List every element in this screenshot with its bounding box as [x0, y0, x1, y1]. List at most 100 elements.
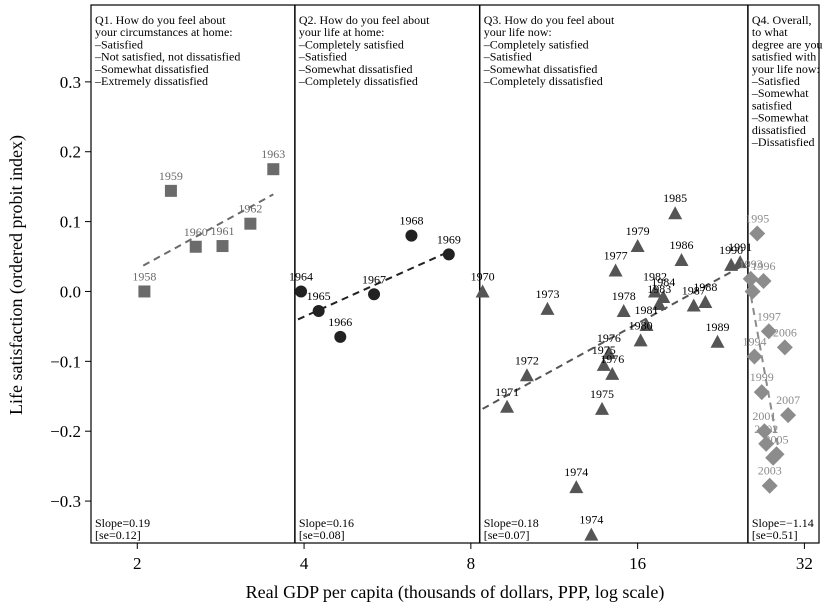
data-point-label: 1997	[757, 309, 781, 323]
data-point-label: 2005	[765, 432, 789, 446]
panel-question-line: Q3. How do you feel about	[484, 13, 615, 27]
data-points	[138, 163, 797, 541]
data-point-circle	[334, 330, 347, 343]
x-axis-ticks: 2 4 8 16 32	[133, 543, 813, 573]
panel-question-line: –Somewhat dissatisfied	[298, 62, 413, 76]
panel-question-line: Q4. Overall,	[752, 13, 812, 27]
panel-question-line: Q2. How do you feel about	[299, 13, 430, 27]
data-point-circle	[405, 229, 418, 242]
panel-question-line: –Completely dissatisfied	[483, 74, 603, 88]
data-point-square	[216, 240, 229, 253]
panel-question-line: –Satisfied	[751, 74, 800, 88]
panel-question-line: –Satisfied	[298, 50, 347, 64]
fit-lines	[142, 193, 781, 453]
y-tick-label: −0.2	[50, 422, 81, 441]
x-tick-label: 32	[796, 554, 813, 573]
data-point-label: 1988	[693, 280, 717, 294]
data-point-label: 1961	[211, 224, 235, 238]
data-point-diamond	[744, 283, 761, 300]
panel-question-line: –Somewhat	[751, 111, 809, 125]
data-point-triangle	[668, 206, 683, 220]
data-point-triangle	[656, 290, 671, 304]
data-point-label: 1976	[600, 352, 624, 366]
data-point-circle	[368, 288, 381, 301]
data-point-label: 1999	[750, 370, 774, 384]
data-point-triangle	[652, 297, 667, 311]
panel-slope: Slope=−1.14	[752, 516, 814, 530]
panel-se: [se=0.08]	[299, 528, 345, 542]
data-point-label: 2001	[752, 409, 776, 423]
data-point-label: 1962	[238, 202, 262, 216]
y-tick-label: −0.1	[50, 352, 81, 371]
data-point-label: 1989	[706, 320, 730, 334]
data-point-label: 1974	[579, 513, 603, 527]
panel-se: [se=0.51]	[752, 528, 798, 542]
fit-line	[482, 266, 741, 410]
panel-question-line: your life at home:	[299, 25, 385, 39]
panel-question-line: –Completely satisfied	[298, 37, 404, 51]
data-point-triangle	[605, 366, 620, 380]
data-point-label: 1986	[670, 238, 694, 252]
data-point-label: 1966	[328, 315, 352, 329]
data-point-label: 1973	[535, 287, 559, 301]
data-point-label: 1963	[261, 147, 285, 161]
data-point-label: 2002	[754, 422, 778, 436]
fit-line	[747, 284, 781, 453]
data-point-square	[244, 217, 257, 230]
data-point-triangle	[540, 301, 555, 315]
data-point-label: 2006	[773, 325, 797, 339]
data-point-label: 1965	[307, 289, 331, 303]
data-point-label: 1990	[719, 243, 743, 257]
panel-question-line: degree are you	[752, 37, 823, 51]
panel-question-line: –Dissatisfied	[751, 135, 815, 149]
y-axis-title: Life satisfaction (ordered probit index)	[6, 135, 27, 415]
data-point-label: 1971	[495, 385, 519, 399]
panel-question-line: –Satisfied	[94, 37, 143, 51]
panel-question-line: your life now:	[484, 25, 552, 39]
data-point-triangle	[500, 399, 515, 413]
data-point-circle	[295, 285, 308, 298]
panel-question-line: –Somewhat dissatisfied	[483, 62, 598, 76]
data-point-label: 1978	[612, 289, 636, 303]
y-axis-ticks: −0.3 −0.2 −0.1 0.0 0.1 0.2 0.3	[50, 73, 91, 511]
data-point-diamond	[765, 449, 782, 466]
data-point-label: 2007	[776, 393, 800, 407]
data-point-diamond	[776, 339, 793, 356]
data-point-square	[138, 285, 151, 298]
data-point-diamond	[758, 435, 775, 452]
data-point-label: 2003	[758, 464, 782, 478]
data-point-label: 1984	[651, 275, 675, 289]
plot-frame	[90, 4, 820, 544]
data-point-diamond	[755, 272, 772, 289]
data-point-triangle	[674, 253, 689, 267]
panel-question-line: to what	[752, 25, 788, 39]
data-point-label: 1960	[184, 225, 208, 239]
y-tick-label: 0.2	[60, 143, 81, 162]
x-tick-label: 2	[133, 554, 142, 573]
data-point-label: 1976	[597, 331, 621, 345]
data-point-triangle	[616, 304, 631, 318]
panel-question-line: Q1. How do you feel about	[95, 13, 226, 27]
panel-question-line: –Completely satisfied	[483, 37, 589, 51]
panel-question-line: your circumstances at home:	[95, 25, 233, 39]
panel-se: [se=0.12]	[95, 528, 141, 542]
data-point-label: 1982	[643, 269, 667, 283]
data-point-label: 1994	[742, 334, 766, 348]
data-point-triangle	[519, 368, 534, 382]
data-point-triangle	[633, 333, 648, 347]
data-point-label: 1975	[590, 387, 614, 401]
data-point-label: 1969	[437, 232, 461, 246]
data-point-label: 1980	[629, 318, 653, 332]
data-point-square	[267, 163, 280, 176]
data-point-label: 1993	[739, 257, 763, 271]
panel-question-line: satisfied with	[752, 50, 816, 64]
data-point-label: 1977	[604, 249, 628, 263]
y-tick-label: 0.0	[60, 282, 81, 301]
data-point-label: 1970	[471, 269, 495, 283]
data-point-diamond	[746, 348, 763, 365]
panel-question-line: –Extremely dissatisfied	[94, 74, 208, 88]
data-point-triangle	[686, 298, 701, 312]
data-point-label: 1996	[752, 259, 776, 273]
